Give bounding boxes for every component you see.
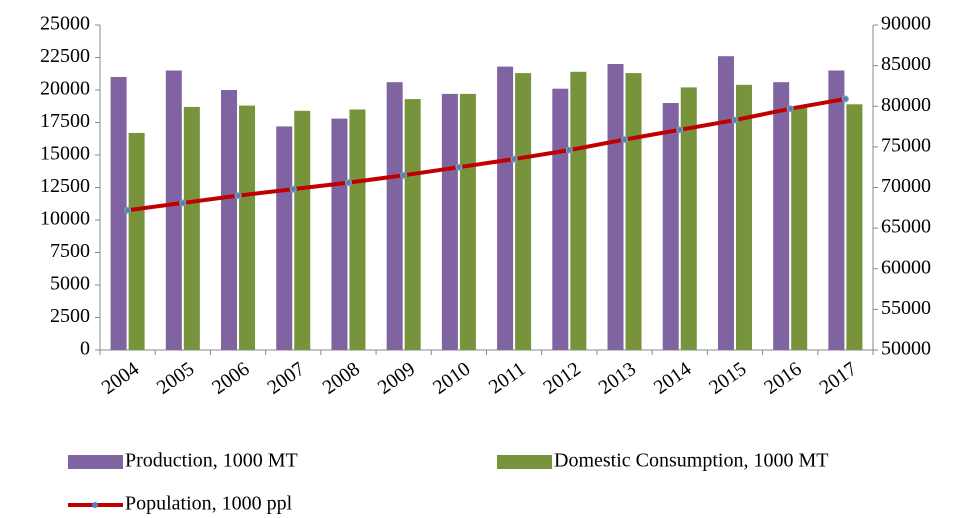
legend-label: Domestic Consumption, 1000 MT [554, 450, 828, 472]
x-tick-label: 2006 [208, 358, 253, 399]
bar [497, 66, 514, 350]
bar [846, 104, 863, 350]
y2-tick-label: 55000 [881, 297, 931, 319]
x-tick-label: 2005 [153, 358, 198, 399]
bar [128, 132, 145, 350]
line-point [565, 146, 573, 154]
x-tick-label: 2007 [263, 358, 308, 399]
y-tick-label: 17500 [40, 110, 90, 132]
line-point [289, 185, 297, 193]
y2-tick-label: 75000 [881, 134, 931, 156]
bar [680, 87, 697, 351]
y-tick-label: 20000 [40, 78, 90, 100]
bar [552, 88, 569, 350]
x-tick-label: 2017 [816, 358, 861, 399]
line-point [731, 116, 739, 124]
bar [221, 90, 238, 350]
bar [441, 93, 458, 351]
y-tick-label: 15000 [40, 143, 90, 165]
bar [294, 110, 311, 350]
y-tick-label: 7500 [50, 240, 90, 262]
bar [404, 99, 421, 350]
y2-tick-label: 70000 [881, 175, 931, 197]
y-tick-label: 0 [80, 338, 90, 360]
y2-tick-label: 90000 [881, 13, 931, 35]
bar [791, 106, 808, 351]
line-point [621, 136, 629, 144]
bar [570, 71, 587, 351]
bar [717, 56, 734, 350]
y-tick-label: 10000 [40, 208, 90, 230]
line [127, 96, 846, 213]
y2-tick-label: 50000 [881, 338, 931, 360]
bar [183, 106, 200, 351]
bar [607, 64, 624, 350]
x-tick-label: 2012 [539, 358, 584, 399]
line-point [786, 105, 794, 113]
y-tick-label: 25000 [40, 13, 90, 35]
y2-tick-label: 65000 [881, 216, 931, 238]
bar [386, 82, 403, 350]
y-tick-label: 5000 [50, 273, 90, 295]
bar [828, 70, 845, 350]
line-point [676, 126, 684, 134]
x-tick-label: 2004 [98, 358, 143, 399]
line-point [400, 171, 408, 179]
y2-tick-label: 60000 [881, 256, 931, 278]
bar [165, 70, 182, 350]
bar [239, 105, 256, 350]
line-point [234, 192, 242, 200]
line-point [124, 206, 132, 214]
line-point [510, 155, 518, 163]
bar [773, 82, 790, 350]
y2-tick-label: 85000 [881, 53, 931, 75]
y-tick-label: 12500 [40, 175, 90, 197]
x-tick-label: 2016 [760, 358, 805, 399]
line-point [344, 179, 352, 187]
x-tick-label: 2011 [485, 358, 530, 399]
line-point [841, 95, 849, 103]
legend-point [92, 502, 98, 508]
y-tick-label: 2500 [50, 305, 90, 327]
x-tick-label: 2015 [705, 358, 750, 399]
x-tick-label: 2009 [374, 358, 419, 399]
legend-label: Population, 1000 ppl [125, 493, 293, 515]
line-point [455, 163, 463, 171]
bar [110, 77, 127, 350]
legend-swatch [497, 455, 552, 469]
bar [625, 73, 642, 350]
bar [662, 103, 679, 350]
legend-swatch [68, 455, 123, 469]
bar [515, 73, 532, 350]
bar [331, 118, 348, 350]
x-tick-label: 2014 [650, 358, 695, 399]
x-tick-label: 2008 [319, 358, 364, 399]
x-tick-label: 2010 [429, 358, 474, 399]
bar [735, 84, 752, 351]
legend-label: Production, 1000 MT [125, 450, 298, 472]
x-tick-label: 2013 [595, 358, 640, 399]
bar [349, 109, 366, 350]
y-tick-label: 22500 [40, 45, 90, 67]
y2-tick-label: 80000 [881, 94, 931, 116]
bar [276, 126, 293, 351]
line-point [179, 199, 187, 207]
bar [459, 93, 476, 351]
